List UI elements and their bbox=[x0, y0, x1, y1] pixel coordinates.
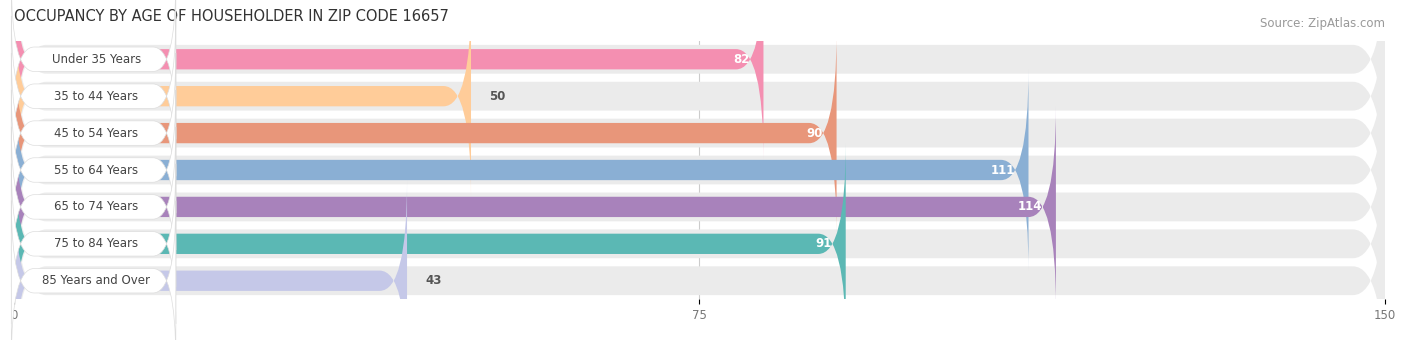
FancyBboxPatch shape bbox=[14, 18, 1385, 248]
FancyBboxPatch shape bbox=[14, 143, 846, 340]
Text: 90: 90 bbox=[807, 126, 823, 140]
FancyBboxPatch shape bbox=[14, 55, 1385, 285]
Text: 82: 82 bbox=[734, 53, 749, 66]
Text: 45 to 54 Years: 45 to 54 Years bbox=[55, 126, 138, 140]
Text: OCCUPANCY BY AGE OF HOUSEHOLDER IN ZIP CODE 16657: OCCUPANCY BY AGE OF HOUSEHOLDER IN ZIP C… bbox=[14, 10, 449, 24]
FancyBboxPatch shape bbox=[14, 0, 1385, 211]
FancyBboxPatch shape bbox=[11, 164, 176, 324]
Text: Under 35 Years: Under 35 Years bbox=[52, 53, 141, 66]
FancyBboxPatch shape bbox=[14, 166, 1385, 340]
FancyBboxPatch shape bbox=[14, 69, 1029, 271]
FancyBboxPatch shape bbox=[11, 201, 176, 340]
Text: 114: 114 bbox=[1018, 200, 1042, 214]
Text: 85 Years and Over: 85 Years and Over bbox=[42, 274, 150, 287]
Text: 43: 43 bbox=[426, 274, 441, 287]
Text: Source: ZipAtlas.com: Source: ZipAtlas.com bbox=[1260, 17, 1385, 30]
Text: 55 to 64 Years: 55 to 64 Years bbox=[55, 164, 138, 176]
Text: 35 to 44 Years: 35 to 44 Years bbox=[55, 90, 138, 103]
FancyBboxPatch shape bbox=[11, 90, 176, 250]
FancyBboxPatch shape bbox=[14, 0, 763, 160]
Text: 65 to 74 Years: 65 to 74 Years bbox=[55, 200, 138, 214]
FancyBboxPatch shape bbox=[11, 16, 176, 176]
Text: 111: 111 bbox=[990, 164, 1015, 176]
FancyBboxPatch shape bbox=[11, 53, 176, 213]
FancyBboxPatch shape bbox=[14, 0, 471, 197]
FancyBboxPatch shape bbox=[11, 127, 176, 287]
Text: 75 to 84 Years: 75 to 84 Years bbox=[55, 237, 138, 250]
FancyBboxPatch shape bbox=[14, 129, 1385, 340]
Text: 91: 91 bbox=[815, 237, 832, 250]
Text: 50: 50 bbox=[489, 90, 506, 103]
FancyBboxPatch shape bbox=[11, 0, 176, 139]
FancyBboxPatch shape bbox=[14, 33, 837, 234]
FancyBboxPatch shape bbox=[14, 0, 1385, 174]
FancyBboxPatch shape bbox=[14, 106, 1056, 307]
FancyBboxPatch shape bbox=[14, 92, 1385, 322]
FancyBboxPatch shape bbox=[14, 180, 408, 340]
